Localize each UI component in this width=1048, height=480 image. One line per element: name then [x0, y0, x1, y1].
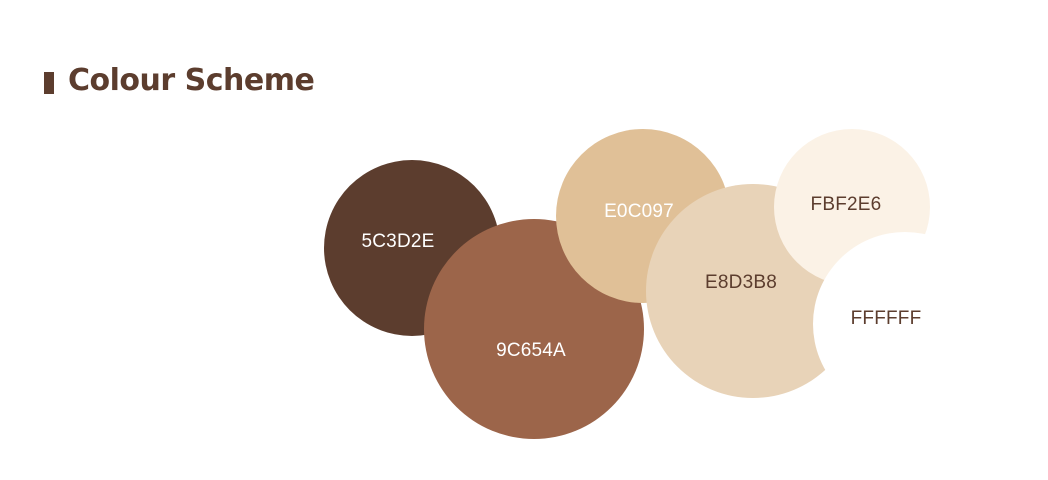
colour-swatch-ffffff: FFFFFF [813, 232, 997, 416]
page-title: Colour Scheme [68, 62, 315, 98]
swatch-hex-label: FFFFFF [850, 308, 922, 329]
section-header: Colour Scheme [44, 60, 315, 100]
swatch-hex-label: E0C097 [604, 201, 674, 222]
swatch-hex-label: 9C654A [496, 340, 566, 361]
swatch-hex-label: E8D3B8 [705, 272, 777, 293]
title-accent-bar [44, 72, 54, 94]
swatch-hex-label: FBF2E6 [810, 194, 882, 215]
swatch-hex-label: 5C3D2E [361, 231, 435, 252]
